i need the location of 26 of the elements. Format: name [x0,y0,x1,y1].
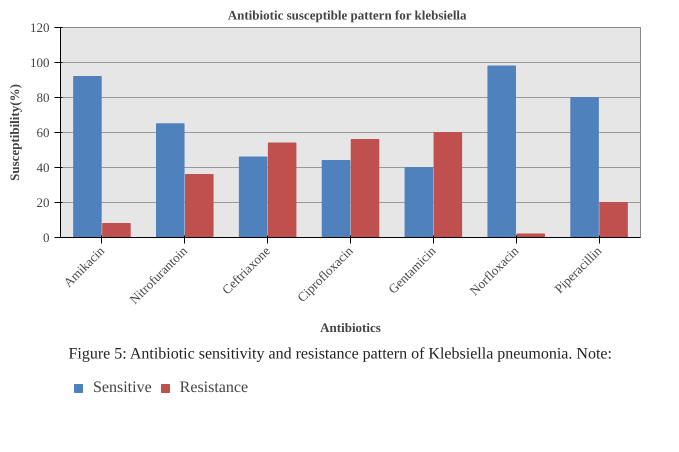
y-axis-title: Susceptibility(%) [7,84,22,181]
bar [102,223,131,238]
bar [238,156,268,238]
bar [570,97,599,238]
bar [350,139,380,238]
bar [404,167,434,238]
y-tick-label: 0 [43,230,50,245]
bar [434,132,462,238]
legend-label: Resistance [180,379,248,397]
y-tick-label: 120 [30,20,50,35]
y-tick-label: 20 [36,195,50,210]
bar [487,66,516,238]
x-axis-title: Antibiotics [320,320,381,336]
bar [156,123,185,238]
bar [73,76,102,238]
chart-title: Antibiotic susceptible pattern for klebsiella [228,8,468,22]
y-tick-label: 40 [36,160,50,175]
y-tick-label: 80 [36,90,50,105]
caption: Figure 5: Antibiotic sensitivity and resistance pattern of Klebsiella pneumonia. Note: [68,346,612,362]
y-tick-label: 60 [36,125,50,140]
bar [268,142,296,238]
legend-label: Sensitive [93,379,152,397]
y-tick-label: 100 [30,55,50,70]
bar [599,202,628,238]
bar [322,160,350,238]
bar [185,174,214,238]
